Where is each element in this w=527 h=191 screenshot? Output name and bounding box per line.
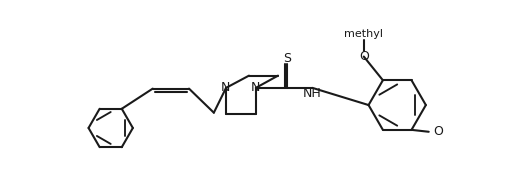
Text: O: O [433, 125, 443, 138]
Text: methyl: methyl [344, 29, 383, 39]
Text: N: N [251, 81, 260, 94]
Text: NH: NH [303, 87, 322, 100]
Text: N: N [221, 81, 230, 94]
Text: S: S [283, 52, 291, 65]
Text: O: O [359, 50, 369, 63]
